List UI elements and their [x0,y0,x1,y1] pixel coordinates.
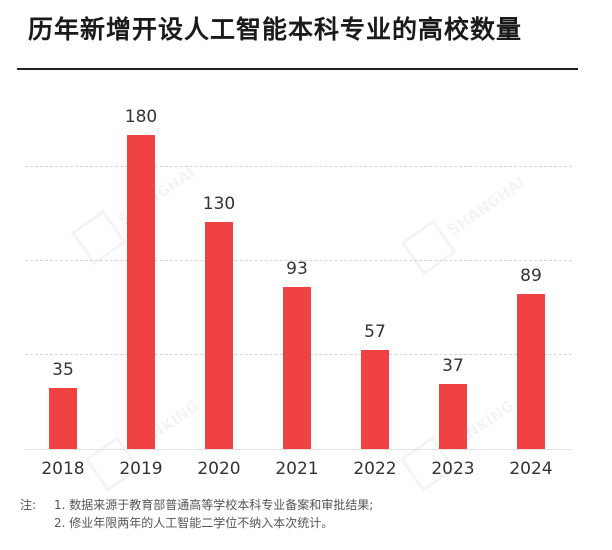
bar-2018 [49,388,77,449]
data-label-2024: 89 [520,266,542,286]
data-label-2022: 57 [364,322,386,342]
x-tick-label-2023: 2023 [431,459,475,479]
gridline [25,166,572,167]
bar-2021 [283,287,311,449]
bar-2022 [361,350,389,449]
x-tick-label-2021: 2021 [275,459,319,479]
gridline [25,260,572,261]
bar-2019 [127,135,155,449]
bar-2020 [205,222,233,449]
x-tick-label-2019: 2019 [119,459,163,479]
x-tick-label-2022: 2022 [353,459,397,479]
x-tick-label-2024: 2024 [509,459,553,479]
footnote-prefix: 注: [20,498,37,512]
data-label-2019: 180 [124,107,158,127]
data-label-2021: 93 [286,259,308,279]
data-label-2020: 130 [202,194,236,214]
footnotes: 注: 1. 数据来源于教育部普通高等学校本科专业备案和审批结果; 2. 修业年限… [20,496,373,532]
title-divider [17,68,578,70]
bar-2024 [517,294,545,449]
x-tick-label-2018: 2018 [41,459,85,479]
data-label-2018: 35 [52,360,74,380]
x-axis-line [25,449,572,450]
chart-title: 历年新增开设人工智能本科专业的高校数量 [28,15,523,44]
plot-area: 35 180 130 93 57 37 89 [25,100,572,450]
x-tick-label-2020: 2020 [197,459,241,479]
footnote-line: 2. 修业年限两年的人工智能二学位不纳入本次统计。 [54,516,334,530]
footnote-line: 1. 数据来源于教育部普通高等学校本科专业备案和审批结果; [54,498,374,512]
data-label-2023: 37 [442,356,464,376]
bar-2023 [439,384,467,449]
